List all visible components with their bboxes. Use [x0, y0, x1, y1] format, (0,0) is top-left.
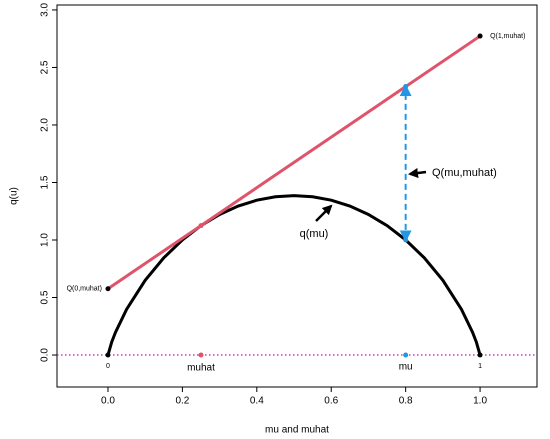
y-tick-label: 1.5: [40, 175, 51, 189]
point: [105, 286, 111, 292]
annotation-arrow: [315, 204, 333, 222]
point: [198, 352, 204, 358]
y-tick-label: 2.5: [40, 60, 51, 74]
plot-frame: [56, 4, 538, 388]
y-tick-label: 3.0: [40, 3, 51, 17]
point: [403, 352, 409, 358]
point-label: muhat: [187, 363, 215, 374]
point: [198, 223, 204, 229]
y-tick-label: 1.0: [40, 233, 51, 247]
y-axis-label: q(u): [9, 187, 20, 205]
x-axis-label: mu and muhat: [265, 425, 329, 436]
point-label: 1: [478, 363, 482, 370]
y-tick-label: 0.5: [40, 290, 51, 304]
y-tick-label: 2.0: [40, 118, 51, 132]
x-tick-label: 0.4: [250, 396, 264, 407]
x-tick-label: 0.6: [324, 396, 338, 407]
y-tick-label: 0.0: [40, 348, 51, 362]
annotation-arrow: [408, 168, 427, 178]
point: [477, 33, 483, 39]
x-tick-label: 1.0: [473, 396, 487, 407]
point: [477, 352, 483, 358]
x-tick-label: 0.2: [175, 396, 189, 407]
annotation: q(mu): [300, 228, 329, 240]
series-line: [106, 194, 482, 356]
point: [403, 84, 409, 90]
point-label: 0: [106, 363, 110, 370]
x-tick-label: 0.0: [101, 396, 115, 407]
series-line: [107, 34, 481, 291]
point-label: Q(0,muhat): [67, 286, 102, 293]
point: [403, 237, 409, 243]
point: [105, 352, 111, 358]
point-label: Q(1,muhat): [490, 33, 525, 40]
point-label: mu: [399, 362, 413, 373]
x-tick-label: 0.8: [399, 396, 413, 407]
annotation: Q(mu,muhat): [432, 167, 497, 179]
